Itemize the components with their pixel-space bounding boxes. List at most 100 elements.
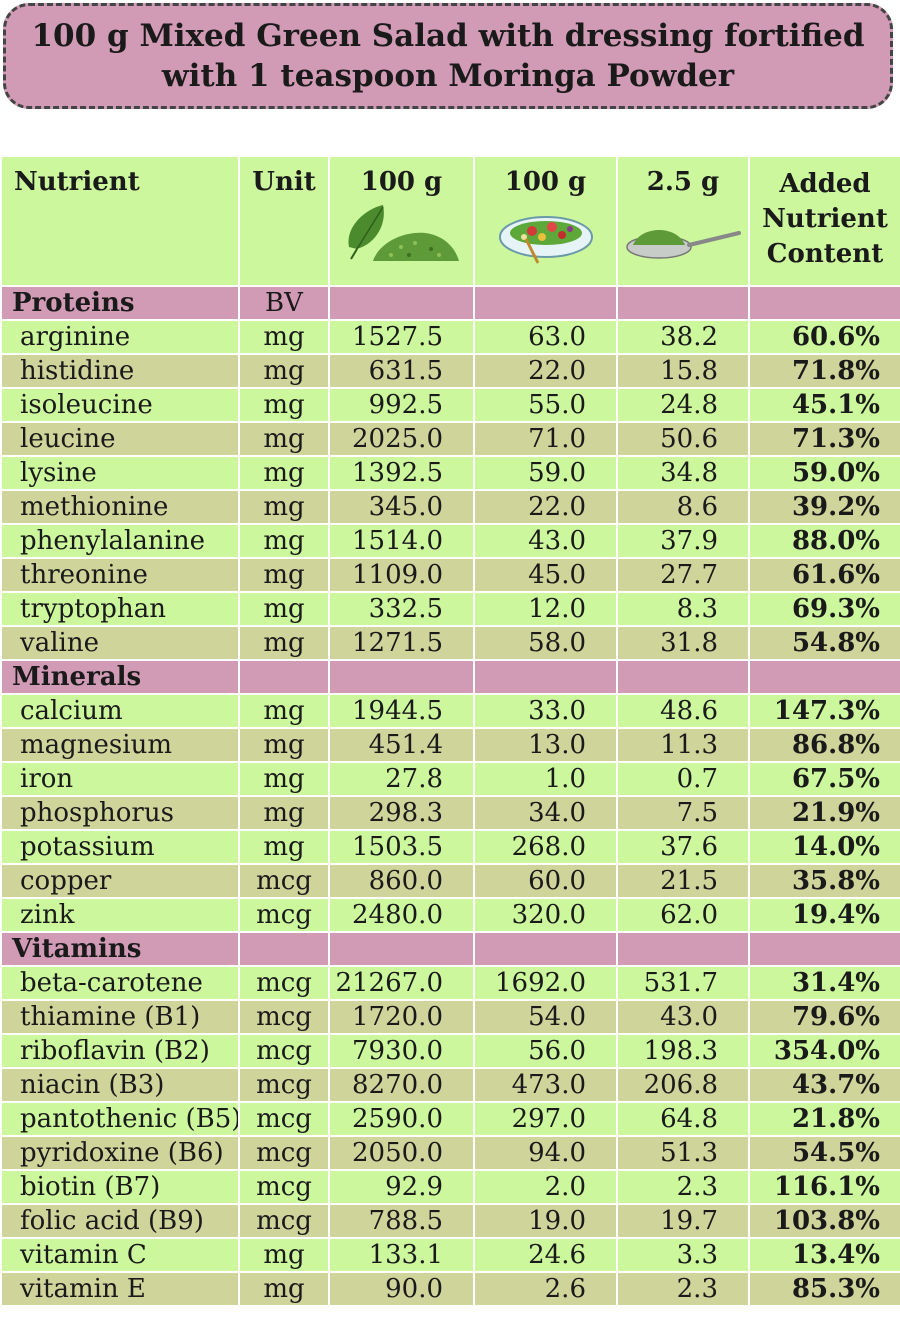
nutrient-unit: mcg bbox=[238, 1101, 330, 1137]
spoon-value: 24.8 bbox=[616, 387, 750, 423]
spoon-value: 21.5 bbox=[616, 863, 750, 899]
salad-value: 2.6 bbox=[473, 1271, 618, 1307]
moringa-value: 451.4 bbox=[328, 727, 475, 763]
header-salad: 100 g bbox=[473, 155, 618, 287]
moringa-value: 21267.0 bbox=[328, 965, 475, 1001]
table-row: biotin (B7) mcg 92.9 2.0 2.3 116.1% bbox=[0, 1169, 900, 1205]
header-unit: Unit bbox=[238, 155, 330, 287]
moringa-value: 1944.5 bbox=[328, 693, 475, 729]
added-nutrient-percent: 69.3% bbox=[748, 591, 900, 627]
section-empty bbox=[328, 659, 475, 695]
table-row: histidine mg 631.5 22.0 15.8 71.8% bbox=[0, 353, 900, 389]
nutrient-name: calcium bbox=[0, 693, 240, 729]
nutrient-name: biotin (B7) bbox=[0, 1169, 240, 1205]
table-row: phenylalanine mg 1514.0 43.0 37.9 88.0% bbox=[0, 523, 900, 559]
added-nutrient-percent: 21.8% bbox=[748, 1101, 900, 1137]
nutrient-name: riboflavin (B2) bbox=[0, 1033, 240, 1069]
nutrient-unit: mg bbox=[238, 455, 330, 491]
table-row: tryptophan mg 332.5 12.0 8.3 69.3% bbox=[0, 591, 900, 627]
moringa-value: 992.5 bbox=[328, 387, 475, 423]
added-nutrient-percent: 61.6% bbox=[748, 557, 900, 593]
added-nutrient-percent: 14.0% bbox=[748, 829, 900, 865]
salad-value: 12.0 bbox=[473, 591, 618, 627]
section-name: Minerals bbox=[0, 659, 240, 695]
moringa-value: 2050.0 bbox=[328, 1135, 475, 1171]
salad-value: 22.0 bbox=[473, 489, 618, 525]
salad-value: 19.0 bbox=[473, 1203, 618, 1239]
added-nutrient-percent: 39.2% bbox=[748, 489, 900, 525]
spoon-value: 8.3 bbox=[616, 591, 750, 627]
added-nutrient-percent: 35.8% bbox=[748, 863, 900, 899]
spoon-value: 48.6 bbox=[616, 693, 750, 729]
spoon-value: 34.8 bbox=[616, 455, 750, 491]
nutrient-unit: mg bbox=[238, 387, 330, 423]
section-name: Vitamins bbox=[0, 931, 240, 967]
moringa-value: 1514.0 bbox=[328, 523, 475, 559]
moringa-leaf-powder-icon bbox=[347, 205, 459, 261]
nutrient-unit: mg bbox=[238, 557, 330, 593]
added-nutrient-percent: 13.4% bbox=[748, 1237, 900, 1273]
added-nutrient-percent: 354.0% bbox=[748, 1033, 900, 1069]
spoon-value: 7.5 bbox=[616, 795, 750, 831]
table-row: valine mg 1271.5 58.0 31.8 54.8% bbox=[0, 625, 900, 661]
spoon-value: 531.7 bbox=[616, 965, 750, 1001]
nutrient-unit: mcg bbox=[238, 999, 330, 1035]
nutrient-unit: mcg bbox=[238, 1067, 330, 1103]
nutrient-unit: mcg bbox=[238, 965, 330, 1001]
moringa-value: 133.1 bbox=[328, 1237, 475, 1273]
nutrient-unit: mcg bbox=[238, 897, 330, 933]
salad-value: 22.0 bbox=[473, 353, 618, 389]
nutrient-name: lysine bbox=[0, 455, 240, 491]
nutrient-name: iron bbox=[0, 761, 240, 797]
salad-value: 320.0 bbox=[473, 897, 618, 933]
salad-value: 60.0 bbox=[473, 863, 618, 899]
nutrient-unit: mg bbox=[238, 353, 330, 389]
spoon-value: 11.3 bbox=[616, 727, 750, 763]
moringa-value: 2480.0 bbox=[328, 897, 475, 933]
nutrient-name: threonine bbox=[0, 557, 240, 593]
added-nutrient-percent: 71.3% bbox=[748, 421, 900, 457]
moringa-value: 1720.0 bbox=[328, 999, 475, 1035]
nutrient-name: valine bbox=[0, 625, 240, 661]
section-empty bbox=[473, 659, 618, 695]
moringa-value: 298.3 bbox=[328, 795, 475, 831]
table-row: riboflavin (B2) mcg 7930.0 56.0 198.3 354.0% bbox=[0, 1033, 900, 1069]
nutrient-unit: mcg bbox=[238, 863, 330, 899]
table-row: leucine mg 2025.0 71.0 50.6 71.3% bbox=[0, 421, 900, 457]
nutrient-unit: mcg bbox=[238, 1169, 330, 1205]
table-row: arginine mg 1527.5 63.0 38.2 60.6% bbox=[0, 319, 900, 355]
header-moringa: 100 g bbox=[328, 155, 475, 287]
added-nutrient-percent: 60.6% bbox=[748, 319, 900, 355]
moringa-value: 92.9 bbox=[328, 1169, 475, 1205]
section-unit: BV bbox=[238, 285, 330, 321]
table-row: niacin (B3) mcg 8270.0 473.0 206.8 43.7% bbox=[0, 1067, 900, 1103]
section-row-vitamins: Vitamins bbox=[0, 931, 900, 967]
moringa-value: 90.0 bbox=[328, 1271, 475, 1307]
header-spoon: 2.5 g bbox=[616, 155, 750, 287]
nutrient-unit: mcg bbox=[238, 1033, 330, 1069]
nutrient-name: leucine bbox=[0, 421, 240, 457]
section-unit bbox=[238, 659, 330, 695]
section-empty bbox=[473, 285, 618, 321]
salad-value: 24.6 bbox=[473, 1237, 618, 1273]
section-empty bbox=[328, 285, 475, 321]
nutrient-name: isoleucine bbox=[0, 387, 240, 423]
salad-value: 34.0 bbox=[473, 795, 618, 831]
nutrient-unit: mg bbox=[238, 625, 330, 661]
table-row: calcium mg 1944.5 33.0 48.6 147.3% bbox=[0, 693, 900, 729]
nutrient-name: histidine bbox=[0, 353, 240, 389]
header-added-line-3: Content bbox=[766, 239, 884, 269]
salad-value: 71.0 bbox=[473, 421, 618, 457]
header-spoon-label: 2.5 g bbox=[646, 167, 720, 197]
nutrient-name: phenylalanine bbox=[0, 523, 240, 559]
spoon-value: 2.3 bbox=[616, 1169, 750, 1205]
spoon-value: 51.3 bbox=[616, 1135, 750, 1171]
moringa-value: 2025.0 bbox=[328, 421, 475, 457]
nutrient-name: arginine bbox=[0, 319, 240, 355]
nutrient-unit: mcg bbox=[238, 1135, 330, 1171]
moringa-value: 7930.0 bbox=[328, 1033, 475, 1069]
salad-value: 2.0 bbox=[473, 1169, 618, 1205]
moringa-value: 1527.5 bbox=[328, 319, 475, 355]
moringa-value: 1109.0 bbox=[328, 557, 475, 593]
nutrient-name: beta-carotene bbox=[0, 965, 240, 1001]
